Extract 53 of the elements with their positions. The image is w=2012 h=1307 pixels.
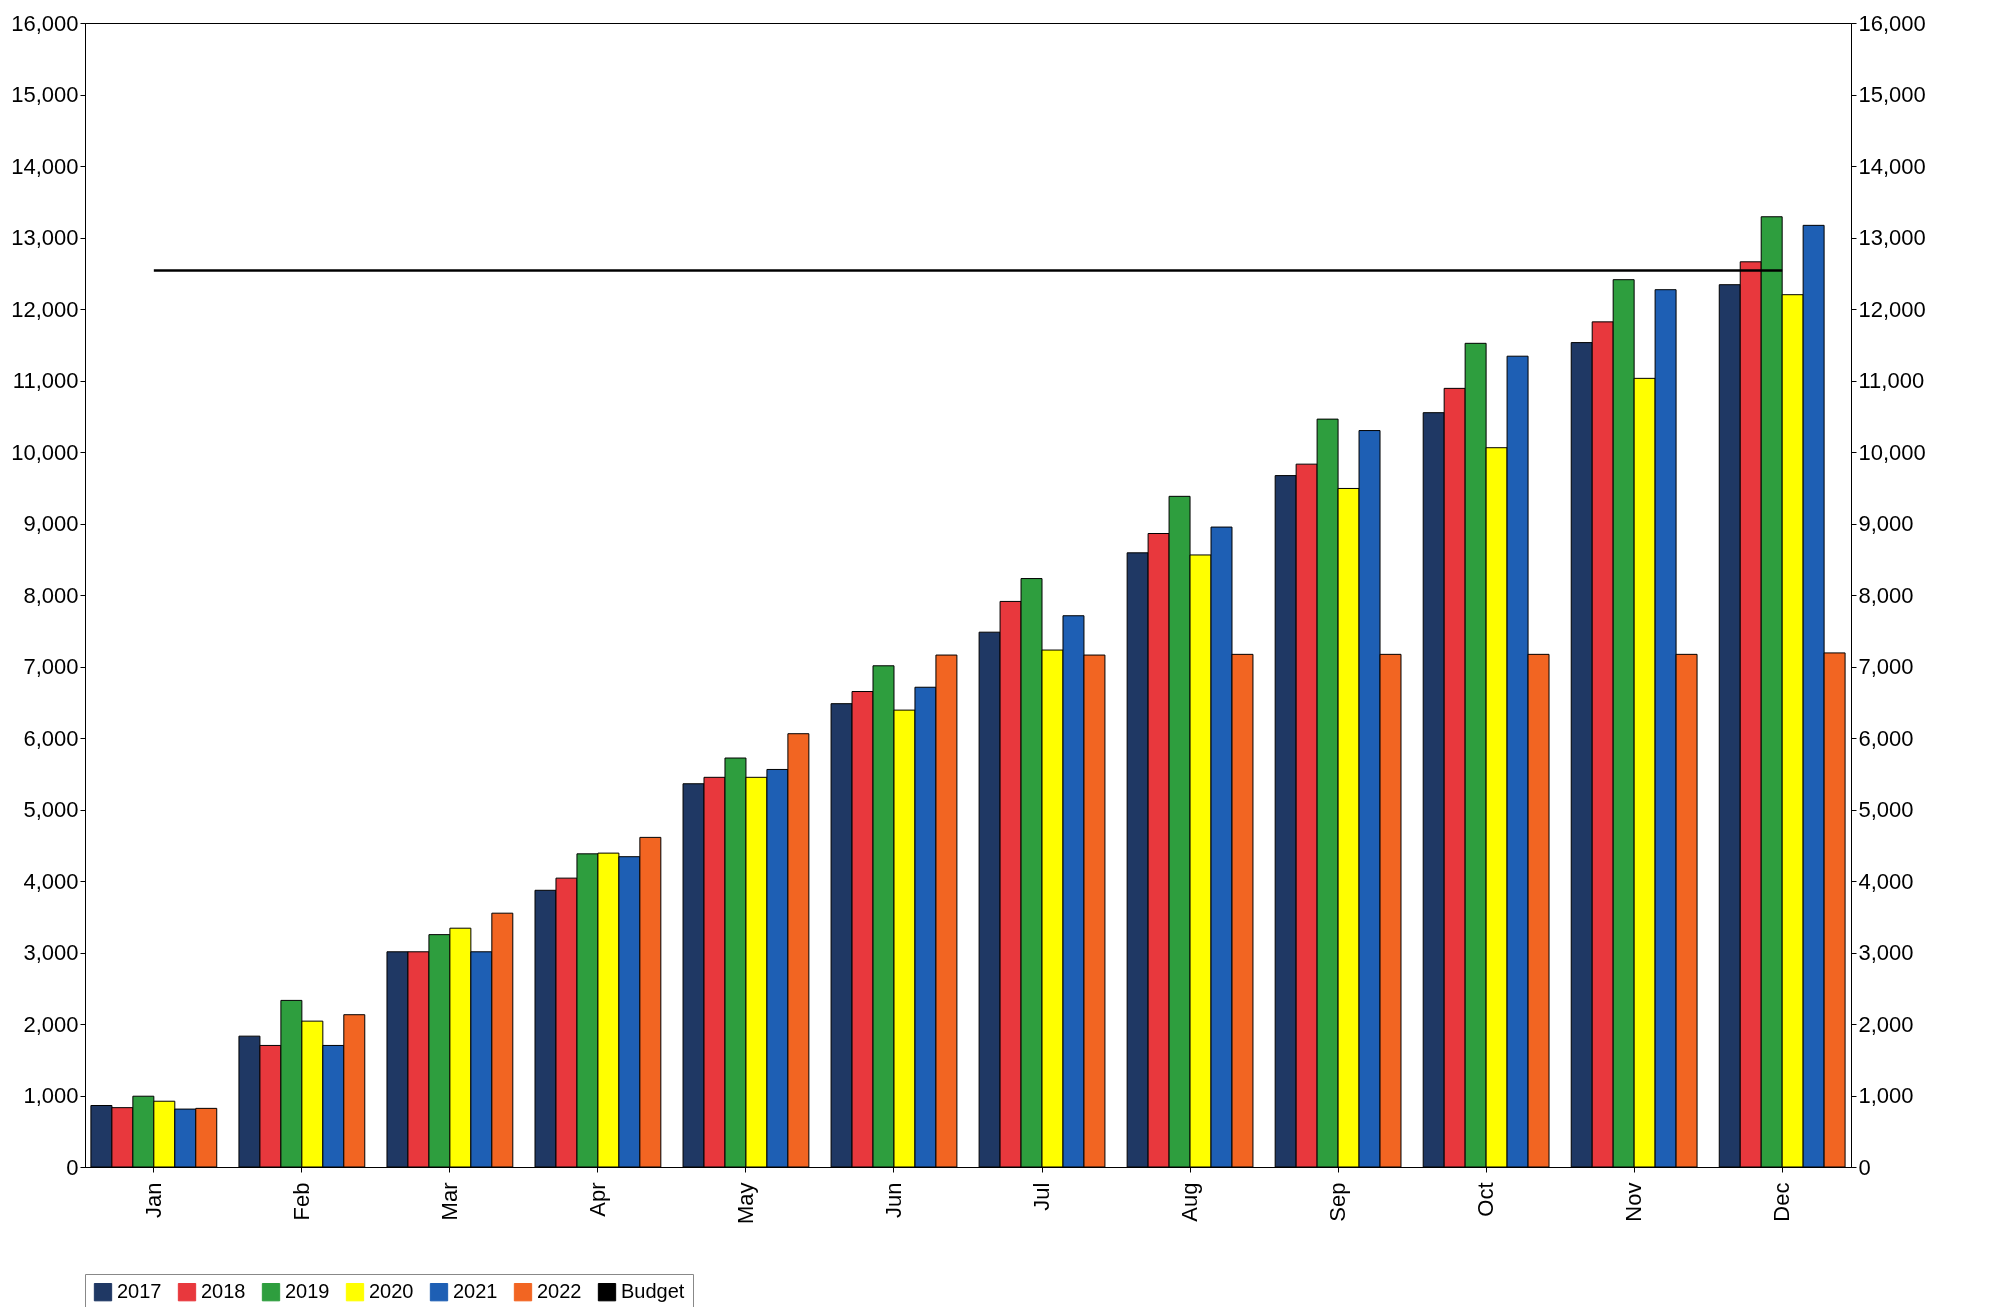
legend-label: 2017 — [117, 1280, 162, 1303]
y2-tick-label: 4,000 — [1858, 868, 1914, 894]
y2-tick-label: 7,000 — [1858, 654, 1914, 679]
x-tick-label: Sep — [1325, 1182, 1351, 1222]
legend-label: 2022 — [537, 1280, 582, 1303]
y2-tick-label: 2,000 — [1858, 1011, 1914, 1037]
y-tick-label: 9,000 — [23, 511, 79, 536]
x-tick-label: Jan — [140, 1182, 166, 1218]
y-tick-label: 8,000 — [23, 582, 79, 608]
x-tick-label: Mar — [436, 1182, 462, 1221]
y-tick-label: 6,000 — [23, 725, 79, 751]
legend-label: 2020 — [369, 1280, 414, 1303]
x-tick-label: Apr — [584, 1182, 610, 1217]
x-tick-label: Nov — [1621, 1182, 1647, 1222]
x-tick-label: Jul — [1029, 1182, 1055, 1211]
y-tick-label: 11,000 — [12, 368, 79, 393]
x-tick-label: Dec — [1769, 1182, 1795, 1222]
y-tick-label: 2,000 — [23, 1011, 79, 1037]
legend-label: 2018 — [201, 1280, 246, 1303]
y-tick-label: 5,000 — [23, 797, 79, 822]
x-tick-label: Jun — [880, 1182, 906, 1218]
legend-label: 2019 — [285, 1280, 330, 1303]
y2-tick-label: 6,000 — [1858, 725, 1914, 751]
y-tick-label: 4,000 — [23, 868, 79, 894]
y2-tick-label: 10,000 — [1858, 439, 1926, 465]
legend-label: 2021 — [453, 1280, 498, 1303]
legend-label: Budget — [621, 1280, 685, 1303]
y2-tick-label: 9,000 — [1858, 511, 1914, 536]
y-tick-label: 13,000 — [11, 225, 79, 250]
y-tick-label: 14,000 — [11, 153, 79, 179]
y-tick-label: 3,000 — [23, 940, 79, 965]
y-tick-label: 16,000 — [11, 10, 79, 36]
y2-tick-label: 8,000 — [1858, 582, 1914, 608]
y-tick-label: 10,000 — [11, 439, 79, 465]
y-tick-label: 7,000 — [23, 654, 79, 679]
y2-tick-label: 12,000 — [1858, 296, 1926, 322]
x-tick-label: Feb — [288, 1182, 314, 1221]
x-tick-label: Oct — [1473, 1182, 1499, 1217]
y2-tick-label: 3,000 — [1858, 940, 1914, 965]
y2-tick-label: 0 — [1858, 1154, 1871, 1180]
y2-tick-label: 5,000 — [1858, 797, 1914, 822]
y2-tick-label: 14,000 — [1858, 153, 1926, 179]
y2-tick-label: 11,000 — [1858, 368, 1925, 393]
y2-tick-label: 1,000 — [1858, 1083, 1914, 1108]
x-tick-label: May — [732, 1182, 758, 1225]
y2-tick-label: 16,000 — [1858, 10, 1926, 36]
y-tick-label: 1,000 — [23, 1083, 79, 1108]
y-tick-label: 0 — [66, 1154, 79, 1180]
y-tick-label: 12,000 — [11, 296, 79, 322]
x-tick-label: Aug — [1177, 1182, 1203, 1222]
y2-tick-label: 13,000 — [1858, 225, 1926, 250]
y2-tick-label: 15,000 — [1858, 82, 1926, 107]
y-tick-label: 15,000 — [11, 82, 79, 107]
